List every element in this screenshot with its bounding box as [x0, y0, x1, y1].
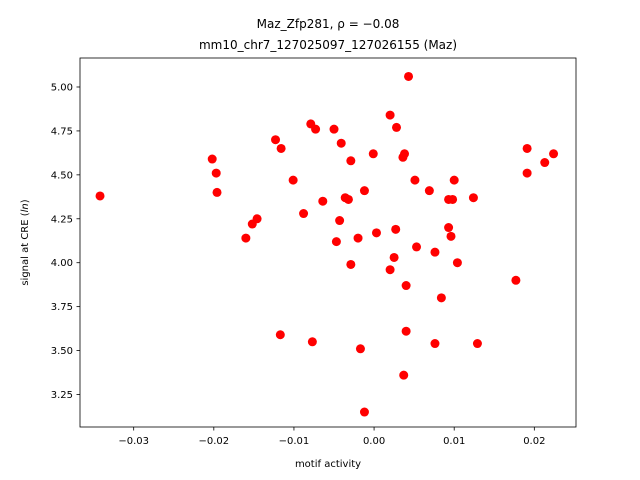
data-point-49 — [446, 231, 456, 241]
y-axis-label-suffix: ) — [20, 199, 31, 203]
data-point-43 — [424, 186, 434, 196]
data-point-18 — [335, 216, 345, 226]
data-point-0 — [95, 191, 105, 201]
data-point-27 — [359, 407, 369, 417]
data-point-13 — [311, 124, 321, 134]
data-point-46 — [436, 293, 446, 303]
data-point-14 — [307, 337, 317, 347]
data-point-44 — [430, 247, 440, 257]
x-axis-label: motif activity — [295, 459, 361, 470]
data-point-11 — [299, 209, 309, 219]
data-point-48 — [444, 223, 454, 233]
x-tick-label-5: 0.02 — [523, 436, 545, 447]
data-point-6 — [252, 214, 262, 224]
y-tick-label-0: 3.25 — [51, 390, 73, 401]
data-point-51 — [449, 175, 459, 185]
y-axis-ticks: 3.25 3.50 3.75 4.00 4.25 4.50 4.75 5.00 — [51, 82, 80, 401]
x-tick-label-1: −0.02 — [198, 436, 229, 447]
x-axis-ticks: −0.03 −0.02 −0.01 0.00 0.01 0.02 — [118, 427, 545, 447]
y-tick-label-4: 4.25 — [51, 214, 73, 225]
data-point-53 — [468, 193, 478, 203]
chart-title-line2: mm10_chr7_127025097_127026155 (Maz) — [199, 38, 457, 52]
chart-title-line1: Maz_Zfp281, ρ = −0.08 — [257, 17, 400, 31]
y-axis-label: signal at CRE (ln) — [20, 199, 31, 285]
data-point-15 — [318, 196, 328, 206]
data-point-9 — [275, 330, 285, 340]
data-point-22 — [346, 156, 356, 166]
y-tick-label-7: 5.00 — [51, 82, 73, 93]
data-point-58 — [540, 158, 550, 168]
data-point-30 — [385, 110, 395, 120]
x-tick-label-3: 0.00 — [363, 436, 385, 447]
data-points — [95, 71, 559, 417]
x-tick-label-0: −0.03 — [118, 436, 149, 447]
data-point-26 — [359, 186, 369, 196]
data-point-17 — [331, 237, 341, 247]
data-point-42 — [412, 242, 422, 252]
y-tick-label-1: 3.50 — [51, 346, 73, 357]
data-point-7 — [271, 135, 281, 145]
data-point-3 — [212, 187, 222, 197]
x-tick-label-4: 0.01 — [443, 436, 465, 447]
data-point-16 — [329, 124, 339, 134]
data-point-50 — [448, 194, 458, 204]
y-tick-label-6: 4.75 — [51, 126, 73, 137]
data-point-45 — [430, 339, 440, 349]
data-point-52 — [452, 258, 462, 268]
y-tick-label-3: 4.00 — [51, 258, 73, 269]
data-point-33 — [391, 224, 401, 234]
data-point-19 — [336, 138, 346, 148]
data-point-55 — [511, 275, 521, 285]
y-tick-label-2: 3.75 — [51, 302, 73, 313]
y-axis-label-prefix: signal at CRE ( — [20, 212, 31, 285]
data-point-34 — [392, 122, 402, 132]
data-point-23 — [346, 259, 356, 269]
data-point-37 — [399, 370, 409, 380]
data-point-8 — [276, 143, 286, 153]
data-point-1 — [207, 154, 217, 164]
data-point-24 — [353, 233, 363, 243]
data-point-57 — [522, 168, 532, 178]
data-point-39 — [401, 326, 411, 336]
data-point-56 — [522, 143, 532, 153]
data-point-31 — [385, 265, 395, 275]
x-tick-label-2: −0.01 — [279, 436, 310, 447]
data-point-25 — [355, 344, 365, 354]
data-point-10 — [288, 175, 298, 185]
data-point-29 — [371, 228, 381, 238]
data-point-21 — [343, 194, 353, 204]
data-point-2 — [211, 168, 221, 178]
y-axis-label-italic: ln — [20, 203, 31, 212]
plot-frame — [79, 57, 577, 428]
data-point-40 — [404, 71, 414, 81]
data-point-28 — [368, 149, 378, 159]
data-point-4 — [241, 233, 251, 243]
data-point-38 — [401, 281, 411, 291]
y-tick-label-5: 4.50 — [51, 170, 73, 181]
data-point-59 — [549, 149, 559, 159]
data-point-41 — [410, 175, 420, 185]
data-point-54 — [472, 339, 482, 349]
data-point-32 — [389, 252, 399, 262]
data-point-36 — [400, 149, 410, 159]
